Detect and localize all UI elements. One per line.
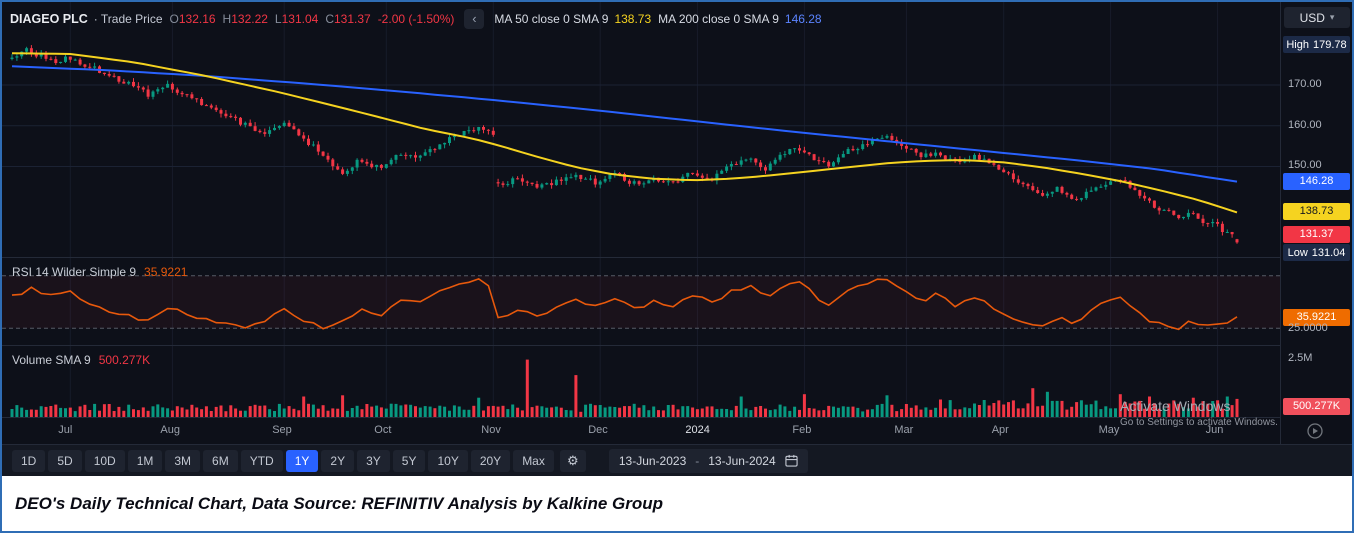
chart-settings-gear-button[interactable]: ⚙ — [559, 449, 586, 472]
timeframe-toolbar: 1D 5D 10D 1M 3M 6M YTD 1Y 2Y 3Y 5Y 10Y 20Y Max ⚙ 13-J… — [2, 444, 1352, 476]
time-axis-label: Dec — [588, 424, 608, 436]
low-price-badge: Low 131.04 — [1283, 244, 1350, 261]
high-value: H132.22 — [222, 12, 268, 26]
range-button-ytd[interactable]: YTD — [240, 449, 283, 472]
range-button-3y[interactable]: 3Y — [357, 449, 390, 472]
range-buttons: 1D 5D 10D 1M 3M 6M YTD 1Y 2Y 3Y 5Y 10Y 20Y Max — [12, 449, 554, 472]
time-axis-label: Jun — [1205, 424, 1224, 436]
time-axis[interactable]: Jul Aug Sep Oct Nov Dec 2024 Feb Mar Apr May Jun — [2, 418, 1280, 444]
volume-legend: Volume SMA 9 500.277K — [12, 353, 150, 367]
symbol-title: DIAGEO PLC — [10, 12, 88, 26]
range-button-1m[interactable]: 1M — [127, 449, 163, 472]
date-from: 13-Jun-2023 — [618, 453, 687, 468]
range-button-5d[interactable]: 5D — [48, 449, 82, 472]
currency-label: USD — [1299, 10, 1325, 25]
time-axis-label: Aug — [160, 424, 180, 436]
time-axis-label: Feb — [792, 424, 812, 436]
rsi-value: 35.9221 — [144, 265, 188, 279]
currency-selector[interactable]: USD ▾ — [1284, 7, 1350, 28]
range-button-1y[interactable]: 1Y — [285, 449, 319, 472]
watermark-line1: Activate Windows — [1120, 398, 1231, 414]
open-value: O132.16 — [169, 12, 216, 26]
ma50-legend: MA 50 close 0 SMA 9 138.73 — [494, 12, 652, 26]
volume-scale-tick: 2.5M — [1288, 352, 1313, 364]
range-button-20y[interactable]: 20Y — [470, 449, 511, 472]
time-axis-label: Nov — [481, 424, 501, 436]
price-scale-axis[interactable]: USD ▾ High 179.78 170.00 160.00 150.00 146.28… — [1280, 2, 1352, 444]
price-pane[interactable]: DIAGEO PLC · Trade Price O132.16 H132.22… — [2, 2, 1280, 258]
range-button-max[interactable]: Max — [513, 449, 554, 472]
time-axis-label: Oct — [374, 424, 392, 436]
last-price-badge: 131.37 — [1283, 226, 1350, 243]
candlestick-chart — [2, 2, 1280, 257]
date-range-picker[interactable]: 13-Jun-2023 - 13-Jun-2024 — [608, 448, 808, 473]
range-button-1d[interactable]: 1D — [12, 449, 46, 472]
low-value: L131.04 — [274, 12, 319, 26]
rsi-chart — [2, 258, 1280, 345]
rsi-label: RSI 14 Wilder Simple 9 — [12, 265, 137, 279]
close-value: C131.37 — [325, 12, 371, 26]
volume-sma-badge: 500.277K — [1283, 398, 1350, 415]
chevron-down-icon: ▾ — [1329, 12, 1335, 22]
ma200-price-badge: 146.28 — [1283, 173, 1350, 190]
time-axis-label: Mar — [894, 424, 914, 436]
rsi-scale-tick: 25.0000 — [1288, 322, 1328, 334]
range-button-3m[interactable]: 3M — [165, 449, 201, 472]
date-separator: - — [695, 453, 700, 468]
price-scale-tick: 150.00 — [1288, 159, 1322, 171]
rsi-value-badge: 35.9221 — [1283, 309, 1350, 326]
change-value: -2.00 (-1.50%) — [377, 12, 455, 26]
caption-bar: DEO's Daily Technical Chart, Data Source… — [2, 476, 1352, 531]
rsi-legend: RSI 14 Wilder Simple 9 35.9221 — [12, 265, 187, 279]
price-scale-tick: 170.00 — [1288, 78, 1322, 90]
circular-arrow-icon[interactable] — [1306, 422, 1324, 445]
range-button-2y[interactable]: 2Y — [321, 449, 355, 472]
price-scale-tick: 160.00 — [1288, 119, 1322, 131]
volume-value: 500.277K — [98, 353, 151, 367]
watermark-line2: Go to Settings to activate Windows. — [1120, 417, 1278, 428]
time-axis-label: 2024 — [685, 424, 710, 436]
time-axis-label: Sep — [272, 424, 292, 436]
range-button-10d[interactable]: 10D — [84, 449, 125, 472]
volume-pane[interactable]: Volume SMA 9 500.277K — [2, 346, 1280, 418]
time-axis-label: Jul — [58, 424, 73, 436]
activate-windows-watermark: Activate Windows Go to Settings to activ… — [1120, 398, 1278, 428]
high-price-badge: High 179.78 — [1283, 36, 1350, 53]
range-button-10y[interactable]: 10Y — [428, 449, 468, 472]
volume-label: Volume SMA 9 — [12, 353, 91, 367]
rsi-pane[interactable]: RSI 14 Wilder Simple 9 35.9221 — [2, 258, 1280, 346]
collapse-legend-button[interactable]: ‹ — [464, 9, 485, 29]
caption-text: DEO's Daily Technical Chart, Data Source… — [15, 493, 664, 513]
time-axis-label: May — [1098, 424, 1120, 436]
range-button-6m[interactable]: 6M — [203, 449, 238, 472]
range-button-5y[interactable]: 5Y — [392, 449, 426, 472]
time-axis-label: Apr — [991, 424, 1009, 436]
chart-legend: DIAGEO PLC · Trade Price O132.16 H132.22… — [10, 9, 822, 29]
calendar-icon — [785, 454, 798, 467]
ma50-price-badge: 138.73 — [1283, 203, 1350, 220]
series-type-label: · Trade Price — [93, 12, 163, 26]
ma200-legend: MA 200 close 0 SMA 9 146.28 — [658, 12, 822, 26]
volume-chart — [10, 346, 1239, 417]
date-to: 13-Jun-2024 — [708, 453, 776, 468]
